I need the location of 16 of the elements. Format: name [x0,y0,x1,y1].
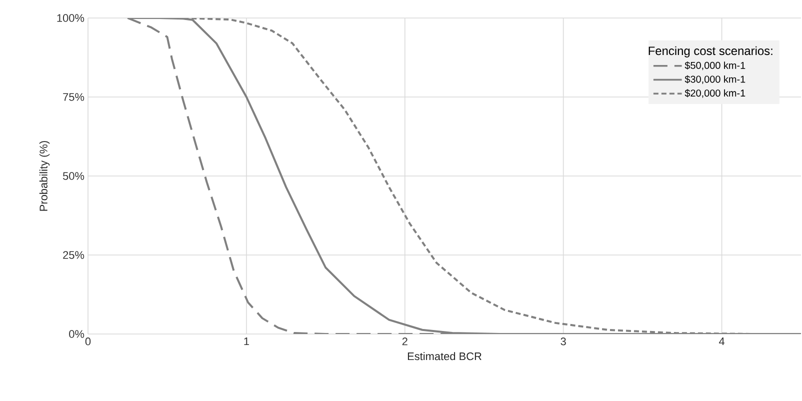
x-axis-title: Estimated BCR [408,352,482,360]
legend-label: $30,000 km-1 [684,75,746,84]
y-tick-label: 75% [63,93,84,101]
y-tick-label: 50% [62,172,84,180]
x-tick-label: 1 [244,338,249,346]
y-tick-label: 25% [63,251,84,259]
y-axis-title: Probability (%) [39,141,50,211]
x-tick-label: 0 [85,338,91,346]
legend-title: Fencing cost scenarios: [648,46,772,58]
x-tick-label: 4 [718,338,724,346]
legend-label: $50,000 km-1 [684,61,746,70]
y-tick-label: 0% [69,330,84,338]
x-tick-label: 3 [560,338,566,346]
legend-label: $20,000 km-1 [684,89,746,98]
x-tick-label: 2 [402,338,408,346]
y-tick-label: 100% [57,14,84,22]
